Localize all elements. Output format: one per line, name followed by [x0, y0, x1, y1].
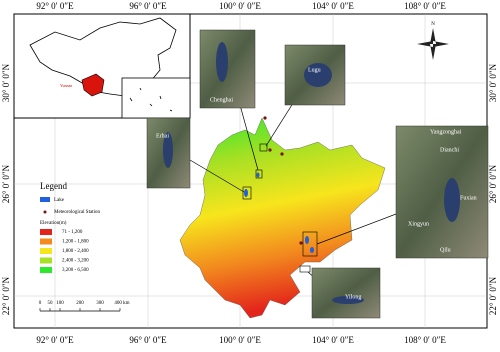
lon-label-bottom: 104° 0′ 0″E: [312, 335, 354, 345]
elevation-class: 1,800 - 2,400: [62, 249, 89, 254]
inset-map: Yunnan: [13, 13, 191, 119]
lat-label-left: 30° 0′ 0″N: [1, 63, 11, 102]
legend-elevation-title: Elevation(m): [40, 221, 67, 226]
lake-label: Erhai: [156, 133, 169, 139]
lon-label-top: 100° 0′ 0″E: [219, 1, 261, 11]
elevation-swatch: [40, 238, 52, 245]
lake-label: Xingyun: [408, 221, 429, 227]
lake-image: [311, 267, 381, 319]
scale-label: 300: [96, 301, 104, 306]
lake-label: Qilu: [440, 247, 451, 253]
lon-label-bottom: 92° 0′ 0″E: [36, 335, 74, 345]
scale-label: 0: [39, 301, 42, 306]
lake-label: Dianchi: [440, 147, 459, 153]
lat-label-left: 26° 0′ 0″N: [1, 164, 11, 203]
legend-station: Meteorological Station: [54, 210, 100, 215]
lon-label-top: 92° 0′ 0″E: [36, 1, 74, 11]
lon-label-bottom: 100° 0′ 0″E: [219, 335, 261, 345]
lake-label: Lugu: [308, 67, 321, 73]
scale-label: 100: [56, 301, 64, 306]
callout-lines: [189, 99, 397, 301]
lon-label-top: 96° 0′ 0″E: [129, 1, 167, 11]
scale-label: 50: [48, 301, 54, 306]
station-swatch: [43, 210, 47, 214]
lake-label: Chenghai: [210, 97, 233, 103]
elevation-class: 71 - 1,200: [62, 230, 83, 235]
lon-label-bottom: 108° 0′ 0″E: [404, 335, 446, 345]
lat-label-right: 22° 0′ 0″N: [488, 276, 498, 315]
lon-label-top: 108° 0′ 0″E: [404, 1, 446, 11]
lake-label: Yilong: [345, 294, 361, 300]
north-arrow: N: [417, 22, 449, 60]
lake-water: [332, 296, 364, 304]
lake-label: Yangzonghai: [430, 129, 462, 135]
elevation-swatch: [40, 248, 52, 254]
lon-label-top: 104° 0′ 0″E: [312, 1, 354, 11]
lake-water: [163, 132, 173, 168]
elevation-swatch: [40, 267, 52, 273]
lat-label-right: 30° 0′ 0″N: [488, 63, 498, 102]
lake-water: [216, 42, 228, 82]
elevation-class: 2,400 - 3,200: [62, 259, 89, 264]
lakes-and-stations: [242, 116, 318, 273]
elevation-swatch: [40, 229, 52, 235]
lake-images: Chenghai Lugu Erhai Yangzonghai Dianchi Fuxia…: [146, 29, 489, 319]
lake-label: Fuxian: [460, 195, 477, 201]
legend-lake: Lake: [54, 198, 65, 203]
north-label: N: [431, 22, 435, 27]
lake-water: [304, 63, 332, 87]
lake-image: [395, 125, 489, 259]
elevation-class: 3,200 - 6,500: [62, 268, 89, 273]
lat-label-right: 26° 0′ 0″N: [488, 164, 498, 203]
legend-title: Legend: [40, 181, 67, 191]
scale-label: 400 km: [114, 301, 129, 306]
lake-water: [444, 178, 460, 222]
lat-label-left: 22° 0′ 0″N: [1, 276, 11, 315]
elevation-class: 1,200 - 1,800: [62, 240, 89, 245]
lake-swatch: [40, 197, 50, 202]
elevation-swatch: [40, 257, 52, 264]
legend: Legend Lake Meteorological Station Elevatio…: [40, 181, 100, 273]
scale-bar: 0 50 100 200 300 400 km: [39, 301, 130, 312]
yunnan-elevation: [179, 117, 386, 319]
inset-label: Yunnan: [60, 83, 72, 88]
scale-label: 200: [76, 301, 84, 306]
lon-label-bottom: 96° 0′ 0″E: [129, 335, 167, 345]
